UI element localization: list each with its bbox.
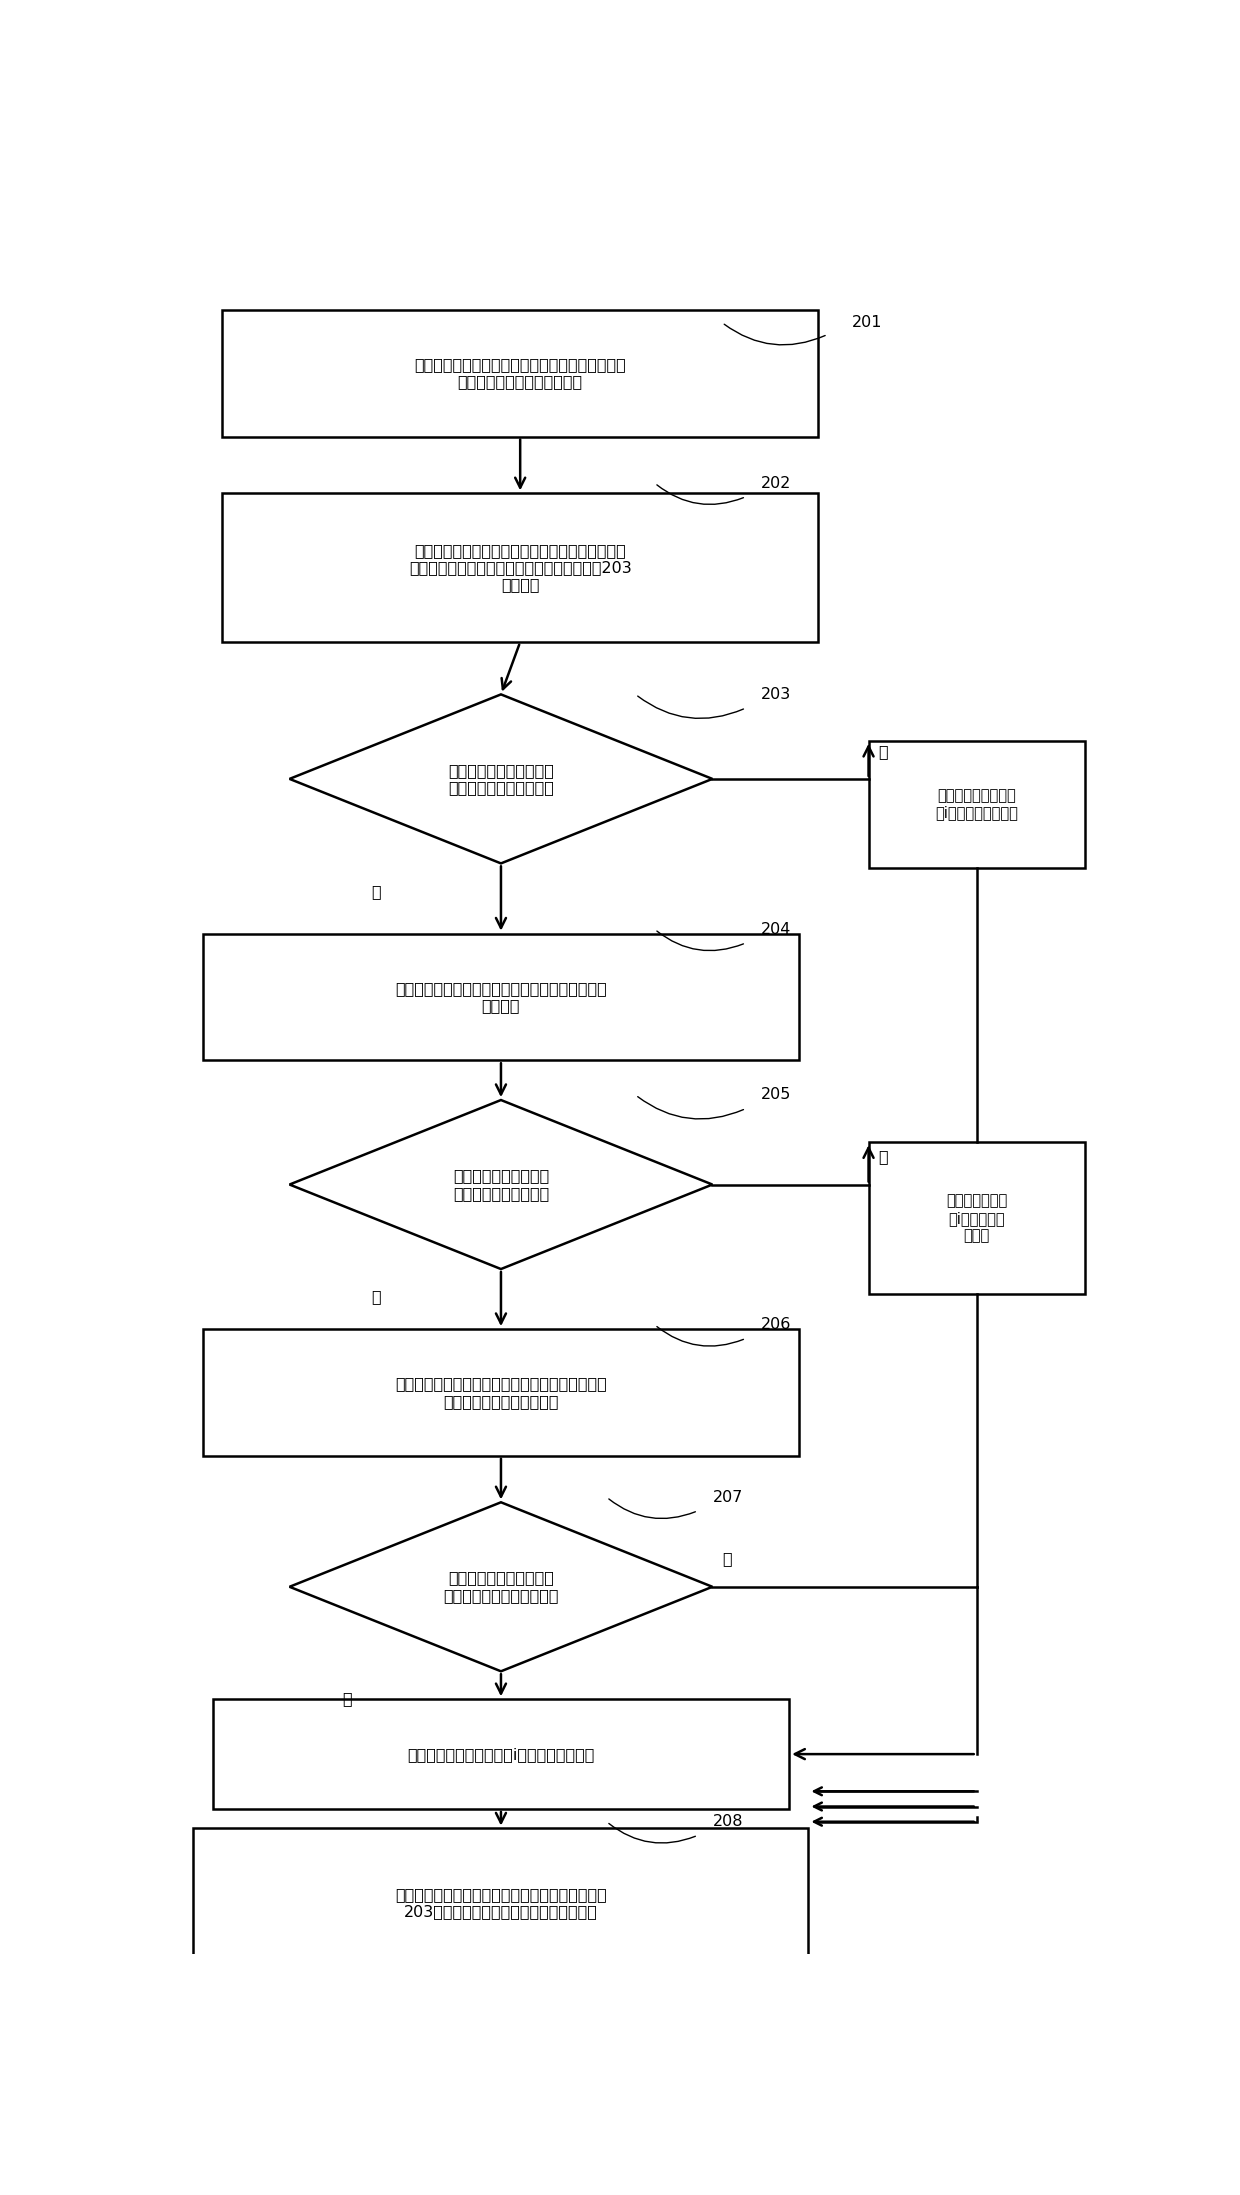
Text: 208: 208 [712, 1815, 743, 1828]
Text: 205: 205 [760, 1087, 791, 1102]
FancyBboxPatch shape [203, 933, 799, 1060]
Text: 判断该一元疑问词的统计
结果是否满足预设的条件: 判断该一元疑问词的统计 结果是否满足预设的条件 [448, 762, 554, 795]
Text: 对该一元疑问词在训练语料中向前或向后扩展，得
到二元词: 对该一元疑问词在训练语料中向前或向后扩展，得 到二元词 [396, 981, 606, 1014]
Polygon shape [289, 1501, 712, 1670]
FancyBboxPatch shape [203, 1328, 799, 1455]
Text: 否: 否 [371, 885, 381, 898]
Text: 针对训练语料中获取各一元疑问词均执行完从步骤
203开始的步骤后，建立问题类型识别模型: 针对训练语料中获取各一元疑问词均执行完从步骤 203开始的步骤后，建立问题类型识… [396, 1888, 606, 1918]
Text: 201: 201 [852, 316, 882, 329]
Text: 202: 202 [760, 476, 791, 492]
Text: 判断该二元组合词项的统
计结果是否满足预设的条件: 判断该二元组合词项的统 计结果是否满足预设的条件 [443, 1572, 559, 1602]
Text: 是: 是 [878, 1150, 888, 1163]
Text: 是: 是 [342, 1692, 352, 1706]
FancyBboxPatch shape [193, 1828, 808, 1978]
FancyBboxPatch shape [222, 309, 818, 437]
Text: 判断该二元词的统计结
果是否满足预设的条件: 判断该二元词的统计结 果是否满足预设的条件 [453, 1168, 549, 1201]
Text: 确定该二元词为
第i个类型的特
征片段: 确定该二元词为 第i个类型的特 征片段 [946, 1194, 1007, 1242]
Text: 利用包含疑问词的问句建立训练语料，这些问句在
训练语料中被预先划分出类型: 利用包含疑问词的问句建立训练语料，这些问句在 训练语料中被预先划分出类型 [414, 358, 626, 389]
FancyBboxPatch shape [222, 494, 818, 641]
Polygon shape [289, 1100, 712, 1269]
Text: 203: 203 [760, 687, 791, 702]
Text: 否: 否 [371, 1288, 381, 1304]
FancyBboxPatch shape [213, 1699, 789, 1809]
Text: 将该二元词在训练语料中进行向前名词扩展或向后
名词扩展得到二元组合词项: 将该二元词在训练语料中进行向前名词扩展或向后 名词扩展得到二元组合词项 [396, 1376, 606, 1409]
Text: 是: 是 [878, 744, 888, 759]
Polygon shape [289, 694, 712, 863]
Text: 否: 否 [722, 1552, 732, 1567]
FancyBboxPatch shape [868, 742, 1085, 867]
Text: 207: 207 [712, 1490, 743, 1506]
Text: 204: 204 [760, 922, 791, 937]
Text: 206: 206 [760, 1317, 791, 1332]
FancyBboxPatch shape [868, 1141, 1085, 1295]
Text: 首先获取训练语料中的一元疑问词并针对该一元疑
问词进行统计，逐一针对各一元疑问词从步骤203
开始执行: 首先获取训练语料中的一元疑问词并针对该一元疑 问词进行统计，逐一针对各一元疑问词… [409, 542, 631, 593]
Text: 确定该一元疑问词为
第i个类型的特征片段: 确定该一元疑问词为 第i个类型的特征片段 [935, 788, 1018, 821]
Text: 确定该二元组合词项为第i个类型的特征片段: 确定该二元组合词项为第i个类型的特征片段 [407, 1747, 595, 1763]
